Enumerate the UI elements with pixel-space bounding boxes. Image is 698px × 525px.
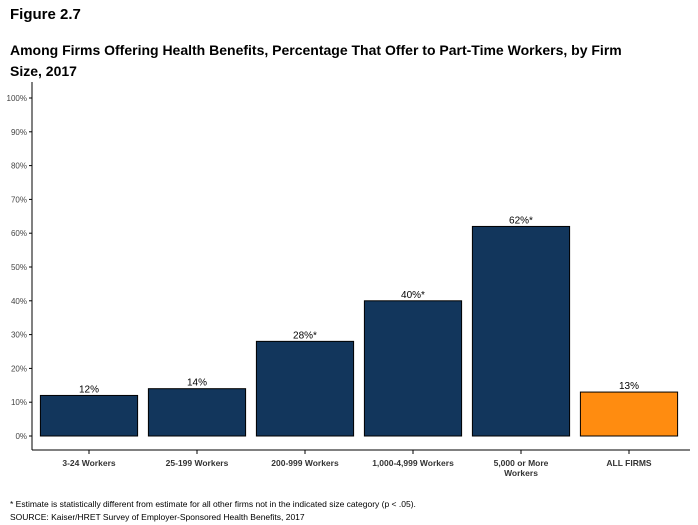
footnote: * Estimate is statistically different fr… [10,499,416,509]
figure-label: Figure 2.7 [10,6,81,23]
y-tick-label: 30% [11,331,27,340]
bar-chart: 0% 10% 20% 30% 40% 50% 60% 70% 80% 90% 100% 12% 3-24… [7,82,690,478]
data-label: 28%* [293,330,317,341]
y-tick-label: 10% [11,398,27,407]
y-tick-label: 20% [11,364,27,373]
source-note: SOURCE: Kaiser/HRET Survey of Employer-S… [10,512,305,522]
category-label: 200-999 Workers [271,458,339,468]
y-tick-label: 40% [11,297,27,306]
category-label: 3-24 Workers [62,458,116,468]
bar [471,225,571,437]
category-label: 1,000-4,999 Workers [372,458,454,468]
category-label: 25-199 Workers [166,458,229,468]
y-tick-label: 0% [15,432,27,441]
y-tick-label: 90% [11,128,27,137]
chart-title: Among Firms Offering Health Benefits, Pe… [10,42,622,79]
y-tick-label: 100% [7,94,27,103]
bar [39,394,139,437]
bar [147,388,247,437]
data-label: 14% [187,378,207,389]
data-label: 40%* [401,290,425,301]
category-label: 5,000 or More [494,458,549,468]
bar [579,391,679,437]
y-tick-label: 80% [11,162,27,171]
y-tick-label: 70% [11,195,27,204]
y-tick-label: 60% [11,229,27,238]
data-label: 12% [79,384,99,395]
bar [255,340,355,437]
category-label: Workers [504,468,538,478]
category-label: ALL FIRMS [606,458,652,468]
data-label: 13% [619,381,639,392]
y-tick-label: 50% [11,263,27,272]
bar [363,300,463,437]
data-label: 62%* [509,215,533,226]
